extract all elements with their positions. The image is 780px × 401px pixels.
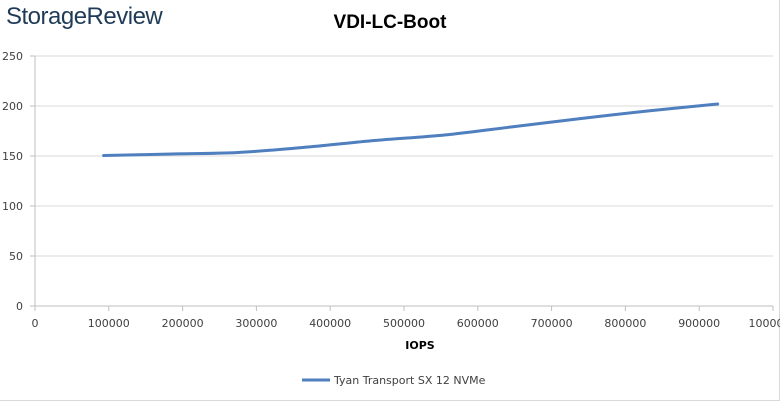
storagereview-logo: StorageReview xyxy=(6,3,163,30)
y-tick-labels: 0 50 100 150 200 250 xyxy=(2,50,23,313)
x-tick-label: 300000 xyxy=(235,317,277,330)
y-tick-label: 150 xyxy=(2,150,23,163)
series-lines xyxy=(102,102,720,157)
y-tick-label: 0 xyxy=(16,300,23,313)
gridlines xyxy=(35,55,773,257)
x-tick-label: 0 xyxy=(32,317,39,330)
x-tick-label: 1000000 xyxy=(749,317,780,330)
y-tick-label: 100 xyxy=(2,200,23,213)
y-tick-label: 200 xyxy=(2,100,23,113)
x-tick-label: 400000 xyxy=(309,317,351,330)
x-tick-label: 600000 xyxy=(457,317,499,330)
x-tick-labels: 0 100000 200000 300000 400000 500000 600000 700… xyxy=(32,317,780,330)
x-tick-label: 700000 xyxy=(531,317,573,330)
series-line xyxy=(102,102,720,157)
legend-label: Tyan Transport SX 12 NVMe xyxy=(333,374,486,387)
legend: Tyan Transport SX 12 NVMe xyxy=(302,374,486,387)
x-tick-label: 100000 xyxy=(88,317,130,330)
x-tick-label: 800000 xyxy=(604,317,646,330)
y-tick-label: 250 xyxy=(2,50,23,63)
x-tick-label: 500000 xyxy=(383,317,425,330)
axes xyxy=(30,55,774,311)
x-axis-label: IOPS xyxy=(405,339,435,352)
x-tick-label: 900000 xyxy=(678,317,720,330)
chart-title: VDI-LC-Boot xyxy=(333,12,447,33)
y-tick-label: 50 xyxy=(9,250,23,263)
x-tick-label: 200000 xyxy=(162,317,204,330)
